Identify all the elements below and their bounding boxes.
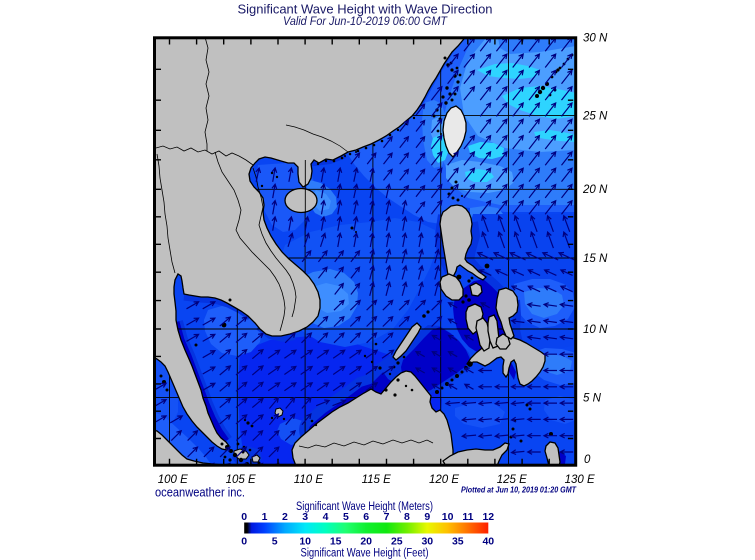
svg-text:30: 30 — [421, 536, 433, 548]
svg-text:11: 11 — [462, 511, 473, 523]
svg-text:Significant Wave Height (Meter: Significant Wave Height (Meters) — [296, 501, 433, 513]
svg-text:12: 12 — [482, 511, 494, 523]
svg-text:6: 6 — [363, 511, 369, 523]
svg-text:15: 15 — [330, 536, 342, 548]
svg-text:0: 0 — [584, 454, 591, 466]
svg-text:5: 5 — [343, 511, 349, 523]
svg-text:10 N: 10 N — [583, 324, 608, 336]
svg-text:0: 0 — [241, 511, 247, 523]
svg-text:7: 7 — [384, 511, 390, 523]
svg-text:Significant Wave Height (Feet): Significant Wave Height (Feet) — [301, 548, 429, 560]
svg-text:5: 5 — [272, 536, 278, 548]
svg-text:120 E: 120 E — [429, 474, 459, 486]
svg-text:25: 25 — [391, 536, 403, 548]
svg-text:125 E: 125 E — [497, 474, 527, 486]
svg-text:4: 4 — [323, 511, 329, 523]
svg-text:0: 0 — [241, 536, 247, 548]
svg-text:20 N: 20 N — [582, 184, 608, 196]
svg-text:20: 20 — [360, 536, 372, 548]
svg-text:30 N: 30 N — [583, 33, 608, 45]
svg-text:25 N: 25 N — [582, 111, 608, 123]
svg-text:Plotted at Jun 10, 2019 01:20: Plotted at Jun 10, 2019 01:20 GMT — [461, 486, 577, 495]
svg-text:8: 8 — [404, 511, 410, 523]
svg-text:9: 9 — [424, 511, 430, 523]
svg-text:105 E: 105 E — [226, 474, 256, 486]
svg-text:1: 1 — [262, 511, 268, 523]
svg-text:10: 10 — [442, 511, 454, 523]
svg-text:3: 3 — [302, 511, 308, 523]
svg-text:5 N: 5 N — [583, 392, 602, 404]
svg-text:oceanweather inc.: oceanweather inc. — [155, 486, 245, 500]
svg-text:Valid For Jun-10-2019 06:00 GM: Valid For Jun-10-2019 06:00 GMT — [283, 16, 448, 28]
svg-text:115 E: 115 E — [362, 474, 392, 486]
svg-text:2: 2 — [282, 511, 288, 523]
svg-text:40: 40 — [482, 536, 494, 548]
svg-text:Significant Wave Height with W: Significant Wave Height with Wave Direct… — [238, 2, 493, 17]
svg-text:110 E: 110 E — [294, 474, 324, 486]
svg-text:100 E: 100 E — [158, 474, 188, 486]
svg-text:130 E: 130 E — [565, 474, 595, 486]
svg-text:10: 10 — [299, 536, 311, 548]
svg-text:15 N: 15 N — [583, 253, 608, 265]
svg-text:35: 35 — [452, 536, 464, 548]
